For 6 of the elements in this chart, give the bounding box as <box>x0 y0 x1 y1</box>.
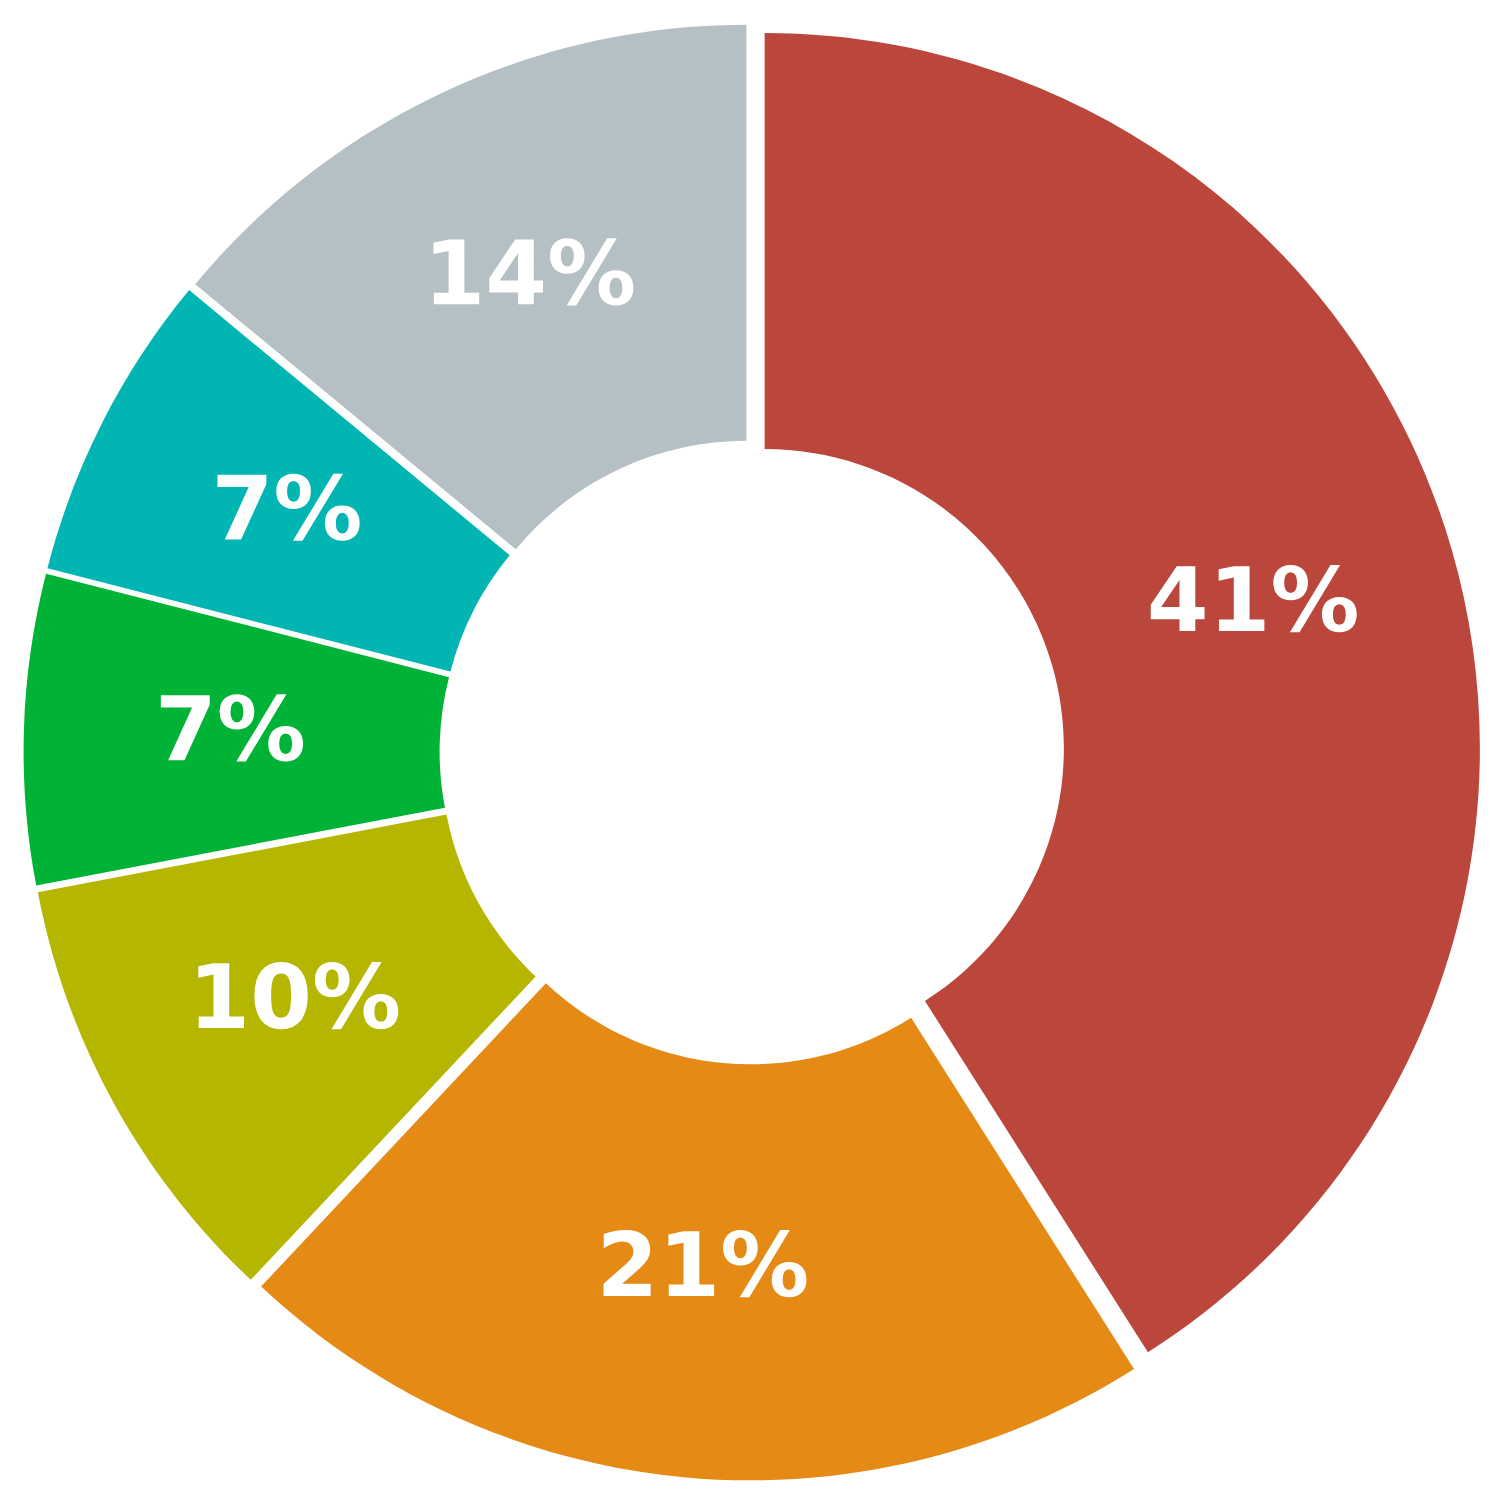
data-label: 7% <box>217 473 360 541</box>
data-label: 21% <box>603 1230 807 1298</box>
data-label: 14% <box>433 238 634 306</box>
data-label: 7% <box>160 694 304 762</box>
data-label: 41% <box>1150 564 1357 633</box>
data-label: 10% <box>198 961 399 1030</box>
